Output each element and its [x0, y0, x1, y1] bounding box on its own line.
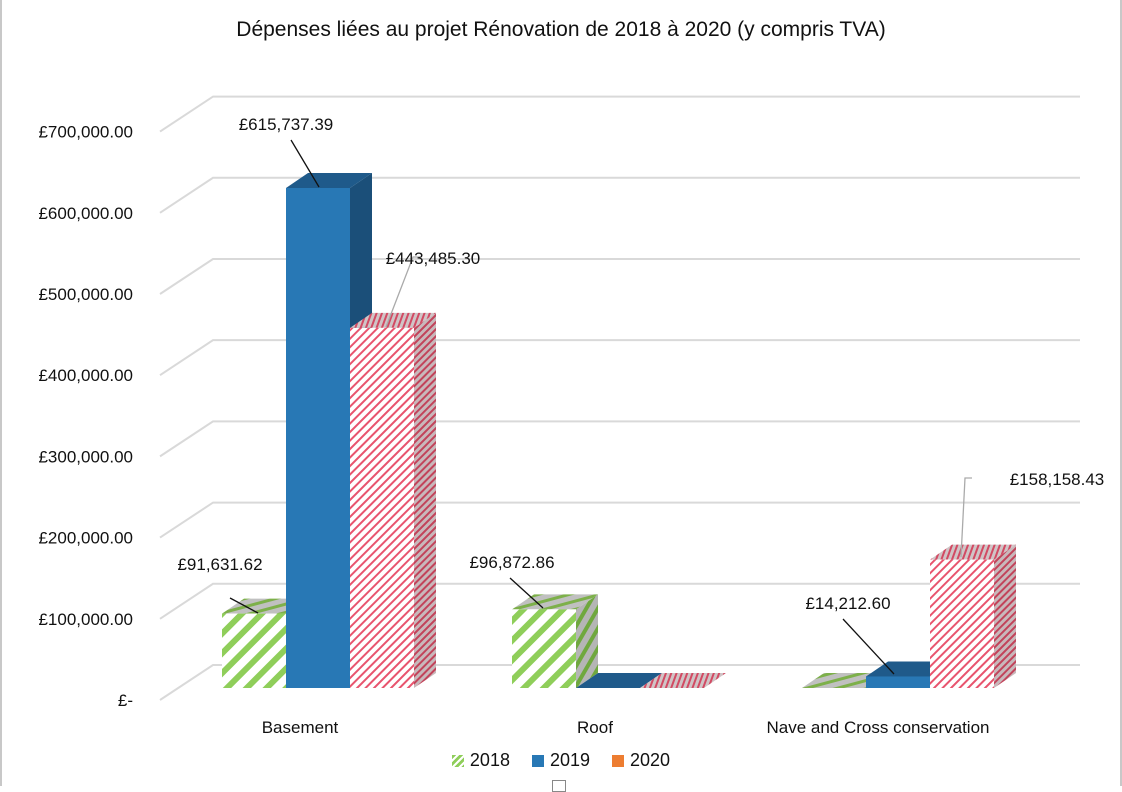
legend-swatch-2020 [612, 754, 625, 767]
gridline [159, 257, 1080, 295]
x-category-label: Nave and Cross conservation [766, 718, 989, 737]
gridline [159, 95, 1080, 133]
gridline [159, 339, 1080, 377]
data-label: £443,485.30 [386, 249, 481, 268]
bar-side [994, 544, 1016, 688]
bar-front [350, 327, 414, 688]
data-label: £158,158.43 [1010, 470, 1105, 489]
gridline [159, 176, 1080, 214]
bar-front [866, 676, 930, 688]
legend-item-2020[interactable]: 2020 [612, 750, 670, 771]
chart-legend: 2018 2019 2020 [0, 750, 1122, 771]
y-tick-label: £300,000.00 [38, 447, 133, 466]
gridline [159, 664, 1080, 701]
x-category-label: Roof [577, 718, 613, 737]
leader-line [385, 256, 420, 328]
legend-label-2019: 2019 [549, 750, 591, 770]
bar-front [222, 613, 286, 688]
bar-side [414, 312, 436, 688]
data-label: £91,631.62 [177, 555, 262, 574]
bar-top [286, 173, 372, 188]
y-tick-label: £600,000.00 [38, 204, 133, 223]
y-tick-label: £500,000.00 [38, 285, 133, 304]
legend-swatch-2018 [451, 754, 464, 767]
y-tick-label: £700,000.00 [38, 123, 133, 142]
bar-2018-roof [512, 594, 598, 688]
legend-swatch-2019 [531, 754, 544, 767]
y-tick-label: £400,000.00 [38, 366, 133, 385]
bar-side [576, 594, 598, 688]
legend-label-2018: 2018 [469, 750, 510, 770]
bar-2020-nave-and-cross-conservation [930, 544, 1016, 688]
legend-label-2020: 2020 [630, 750, 671, 770]
bar-2020-roof [640, 673, 726, 688]
leader-line [229, 597, 259, 614]
gridline [159, 582, 1080, 620]
leader-line [509, 577, 544, 609]
gridline [159, 501, 1080, 539]
bar-2019-roof [576, 673, 662, 688]
data-label: £96,872.86 [469, 553, 554, 572]
chart-border-left [0, 0, 2, 786]
y-tick-label: £100,000.00 [38, 610, 133, 629]
bar-top [350, 312, 436, 328]
bar-front [512, 609, 576, 688]
y-tick-label: £- [118, 691, 133, 710]
legend-item-2018[interactable]: 2018 [451, 750, 510, 771]
chart-resize-handle[interactable] [552, 780, 566, 792]
bar-top [930, 544, 1016, 560]
bar-top [640, 673, 726, 688]
leader-line [960, 477, 972, 558]
bar-front [286, 188, 350, 688]
bar-front [930, 559, 994, 688]
bar-2020-basement [350, 312, 436, 688]
leader-line [290, 139, 320, 188]
chart-border-right [1120, 0, 1122, 786]
chart-title: Dépenses liées au projet Rénovation de 2… [236, 18, 886, 41]
leader-line [842, 618, 895, 675]
y-tick-label: £200,000.00 [38, 529, 133, 548]
data-label: £615,737.39 [239, 115, 334, 134]
data-label: £14,212.60 [805, 594, 890, 613]
gridline [159, 420, 1080, 458]
bar-top [576, 673, 662, 688]
bar-top [512, 594, 598, 610]
legend-item-2019[interactable]: 2019 [531, 750, 591, 771]
x-category-label: Basement [262, 718, 339, 737]
